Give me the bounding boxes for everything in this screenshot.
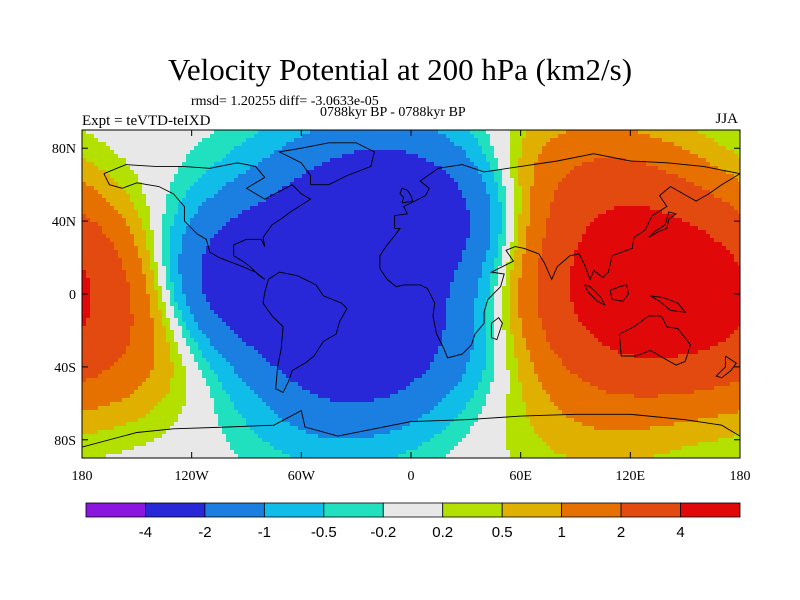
colorbar-swatch: [561, 502, 622, 518]
x-tick-label: 60E: [509, 469, 532, 484]
stats-label: rmsd= 1.20255 diff= -3.0633e-05: [191, 94, 379, 109]
period-label: 0788kyr BP - 0788kyr BP: [320, 105, 466, 120]
experiment-label: Expt = teVTD-teIXD: [82, 113, 211, 129]
coastline-antarctica: [82, 409, 740, 448]
colorbar-swatch: [382, 502, 444, 518]
colorbar-label: 4: [676, 524, 684, 541]
x-tick-label: 0: [408, 469, 415, 484]
colorbar-label: -0.5: [311, 524, 337, 541]
x-tick-label: 60W: [288, 469, 316, 484]
coastline-eurasia-africa: [379, 153, 740, 359]
colorbar-swatch: [145, 502, 206, 518]
colorbar-label: -4: [139, 524, 152, 541]
colorbar-swatch: [323, 502, 384, 518]
coastline-japan: [648, 211, 678, 238]
contour-field: [82, 130, 740, 458]
colorbar-label: -2: [198, 524, 211, 541]
colorbar-label: -1: [258, 524, 271, 541]
y-tick-label: 0: [69, 288, 76, 303]
axis-ticks: 180 120W 60W 0 60E 120E 180 80N 40N 0 40S 80S: [52, 130, 751, 484]
coastline-britain: [399, 187, 414, 204]
colorbar-swatch: [263, 502, 325, 518]
colorbar-swatch: [85, 502, 146, 518]
colorbar: -4 -2 -1 -0.5 -0.2 0.2 0.5 1 2 4: [85, 502, 741, 541]
x-tick-label: 120W: [175, 469, 210, 484]
colorbar-label: 0.5: [492, 524, 513, 541]
y-tick-label: 80N: [52, 142, 76, 157]
colorbar-swatch: [620, 502, 681, 518]
y-tick-label: 40N: [52, 215, 76, 230]
coastline-madagascar: [490, 317, 503, 341]
coastline-greenland: [277, 142, 375, 186]
colorbar-swatch: [204, 502, 265, 518]
x-tick-label: 180: [72, 469, 93, 484]
coastline-borneo: [609, 284, 629, 302]
colorbar-label: 1: [557, 524, 565, 541]
colorbar-label: 2: [617, 524, 625, 541]
coastline-north-america: [103, 162, 312, 280]
x-tick-label: 180: [730, 469, 751, 484]
colorbar-label: 0.2: [432, 524, 453, 541]
y-tick-label: 80S: [54, 434, 76, 449]
coastline-sumatra: [584, 284, 606, 306]
coastlines: [82, 142, 740, 448]
coastline-south-america: [262, 271, 348, 394]
colorbar-swatch: [680, 502, 741, 518]
colorbar-swatch: [442, 502, 503, 518]
coastline-australia: [618, 315, 692, 366]
colorbar-label: -0.2: [370, 524, 396, 541]
coastline-new-guinea: [650, 295, 687, 313]
chart-title: Velocity Potential at 200 hPa (km2/s): [167, 52, 633, 87]
colorbar-swatch: [501, 502, 563, 518]
coastline-new-zealand: [715, 355, 737, 379]
y-tick-label: 40S: [54, 361, 76, 376]
season-label: JJA: [715, 111, 738, 127]
x-tick-label: 120E: [616, 469, 646, 484]
